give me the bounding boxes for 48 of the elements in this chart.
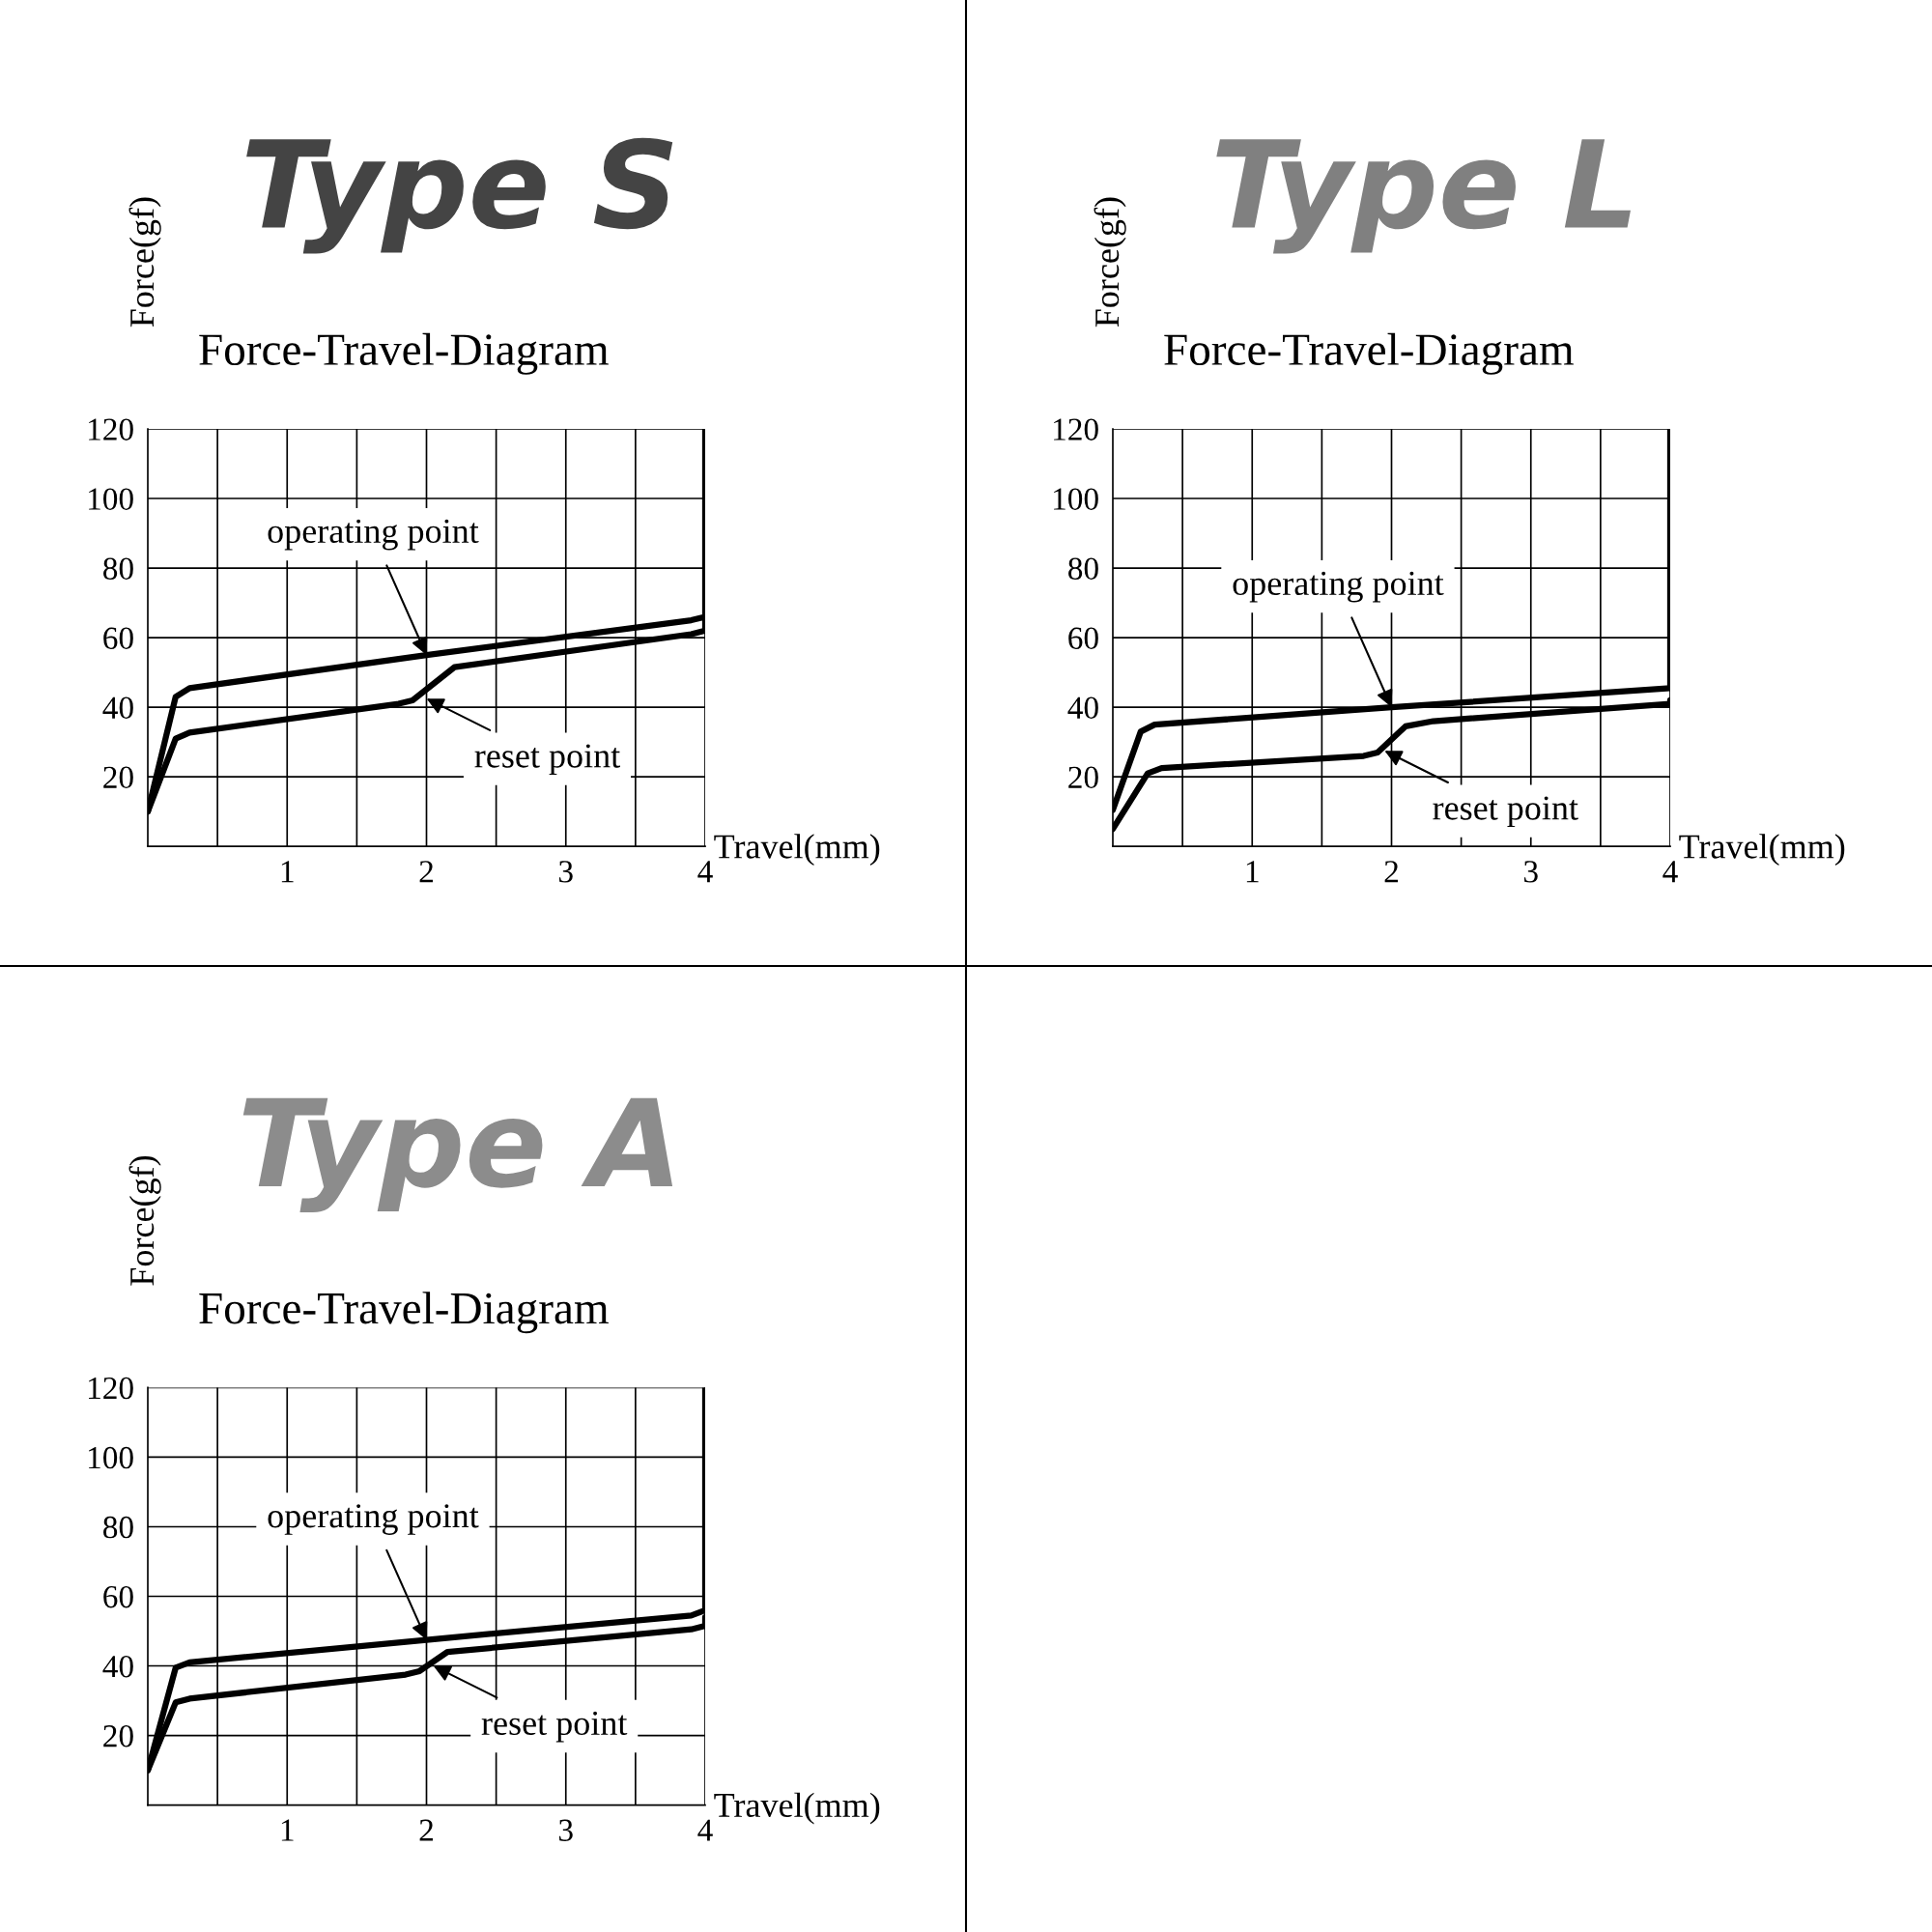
y-tick-label: 80 [1068, 557, 1098, 580]
y-tick-label: 120 [89, 418, 133, 440]
y-tick-label: 40 [102, 1655, 133, 1678]
y-tick-label: 20 [1068, 766, 1098, 789]
chart-subtitle: Force-Travel-Diagram [1164, 332, 1574, 375]
y-tick-label: 20 [103, 766, 133, 789]
x-tick-label: 4 [697, 861, 713, 883]
x-tick-label: 4 [697, 1819, 713, 1841]
chart-title: Type S [246, 137, 673, 254]
x-axis-title: Travel(mm) [714, 834, 880, 866]
x-tick-label: 4 [1662, 861, 1678, 883]
x-tick-label: 2 [1384, 861, 1398, 883]
x-tick-label: 1 [281, 861, 294, 883]
annotation: operating point [268, 1504, 479, 1535]
x-tick-label: 1 [1246, 861, 1259, 883]
annotation: operating point [268, 519, 479, 551]
chart-subtitle: Force-Travel-Diagram [199, 332, 609, 375]
y-tick-label: 80 [103, 1516, 133, 1539]
y-tick-label: 60 [1068, 627, 1098, 649]
chart-title: Type A [242, 1097, 673, 1212]
x-tick-label: 3 [559, 861, 573, 883]
chart-subtitle: Force-Travel-Diagram [199, 1292, 609, 1334]
y-tick-label: 100 [89, 488, 133, 510]
y-tick-label: 60 [103, 1585, 133, 1608]
annotation: reset point [1433, 796, 1578, 828]
y-axis-title: Force(gf) [128, 197, 161, 327]
x-tick-label: 3 [559, 1819, 573, 1841]
x-tick-label: 3 [1524, 861, 1538, 883]
x-tick-label: 1 [281, 1819, 294, 1841]
y-axis-title: Force(gf) [128, 1155, 161, 1286]
y-tick-label: 40 [102, 696, 133, 720]
chart-title: Type L [1216, 139, 1631, 254]
y-tick-label: 60 [103, 627, 133, 649]
y-tick-label: 100 [89, 1446, 133, 1469]
annotation: operating point [1233, 571, 1444, 603]
y-tick-label: 120 [1054, 418, 1098, 440]
y-tick-label: 120 [89, 1377, 133, 1400]
y-tick-label: 80 [103, 557, 133, 580]
x-axis-title: Travel(mm) [714, 1792, 880, 1825]
y-tick-label: 20 [103, 1724, 133, 1747]
annotation: reset point [481, 1711, 628, 1743]
annotation: reset point [474, 744, 620, 775]
y-tick-label: 40 [1067, 696, 1098, 720]
y-axis-title: Force(gf) [1094, 197, 1126, 327]
x-tick-label: 2 [419, 1819, 433, 1841]
y-tick-label: 100 [1054, 488, 1098, 510]
x-axis-title: Travel(mm) [1679, 834, 1845, 866]
x-tick-label: 2 [419, 861, 433, 883]
